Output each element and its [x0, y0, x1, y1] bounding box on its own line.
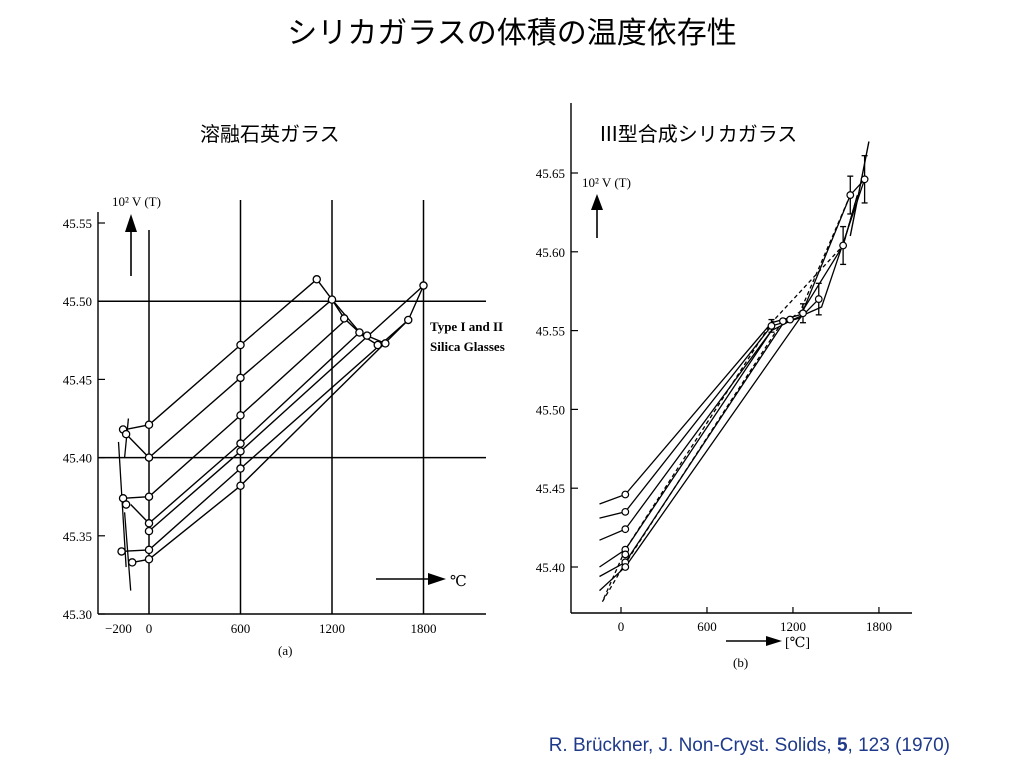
series-line: [123, 317, 348, 499]
y-tick-label: 45.60: [536, 245, 565, 260]
x-tick-label: 0: [618, 619, 625, 634]
series-line: [601, 194, 851, 603]
x-axis-label: ℃: [450, 574, 467, 590]
y-tick-label: 45.45: [63, 372, 92, 387]
data-point: [419, 281, 428, 290]
y-axis-arrowhead: [125, 214, 137, 232]
data-point: [767, 321, 776, 330]
series-line: [599, 194, 859, 505]
y-tick-label: 45.55: [63, 216, 92, 231]
data-point: [144, 545, 154, 555]
data-point: [621, 550, 630, 559]
data-point: [327, 295, 337, 304]
y-tick-label: 45.50: [63, 294, 92, 309]
data-point: [236, 340, 245, 350]
data-point: [236, 481, 245, 491]
data-point: [621, 525, 630, 534]
citation: R. Brückner, J. Non-Cryst. Solids, 5, 12…: [549, 735, 950, 757]
data-point: [121, 500, 131, 509]
series-line: [121, 319, 409, 553]
x-axis-label: [℃]: [785, 636, 810, 651]
data-point: [362, 331, 372, 340]
data-point: [779, 317, 787, 326]
annotation-line: Type I and II: [430, 319, 503, 334]
data-point: [339, 314, 349, 323]
y-axis-label: 10² V (T): [112, 194, 161, 209]
data-point: [144, 526, 154, 536]
annotation-line: Silica Glasses: [430, 339, 505, 354]
x-tick-label: 1800: [411, 621, 437, 636]
series-line: [123, 512, 132, 591]
y-axis-label: 10² V (T): [582, 175, 631, 190]
series-line: [599, 298, 820, 592]
y-tick-label: 45.55: [536, 324, 565, 339]
data-point: [799, 309, 807, 318]
series-line: [130, 331, 360, 525]
panel-label: (b): [733, 655, 748, 670]
data-point: [121, 429, 131, 439]
data-point: [144, 492, 154, 501]
citation-rest: , 123 (1970): [847, 735, 950, 756]
data-point: [839, 241, 848, 250]
data-point: [236, 411, 245, 420]
x-tick-label: 1200: [780, 619, 806, 634]
data-point: [127, 558, 137, 567]
data-point: [621, 507, 630, 516]
series-line: [599, 178, 866, 519]
x-tick-label: −200: [105, 621, 132, 636]
data-point: [144, 555, 154, 564]
y-tick-label: 45.40: [63, 451, 92, 466]
data-point: [786, 315, 794, 324]
data-point: [144, 420, 154, 430]
panel-label: (a): [278, 643, 292, 658]
left-panel-title: 溶融石英ガラス: [200, 122, 340, 146]
y-tick-label: 45.65: [536, 166, 565, 181]
citation-volume: 5: [836, 735, 848, 756]
slide-title: シリカガラスの体積の温度依存性: [287, 16, 737, 51]
data-point: [621, 490, 630, 499]
y-axis-arrowhead: [591, 194, 603, 210]
x-tick-label: 600: [697, 619, 717, 634]
data-point: [621, 563, 630, 571]
data-point: [117, 547, 126, 556]
right-panel-title: III型合成シリカガラス: [600, 122, 798, 146]
y-tick-label: 45.50: [536, 402, 565, 417]
data-point: [381, 339, 390, 348]
data-point: [355, 328, 364, 337]
series-line: [849, 141, 870, 237]
data-point: [814, 295, 823, 303]
y-tick-label: 45.40: [536, 560, 565, 575]
data-point: [403, 315, 413, 325]
data-point: [236, 464, 245, 473]
data-point: [144, 453, 154, 462]
y-tick-label: 45.45: [536, 481, 565, 496]
series-line: [599, 179, 866, 541]
x-tick-label: 1800: [866, 619, 892, 634]
data-point: [860, 175, 869, 184]
x-tick-label: 1200: [319, 621, 345, 636]
data-point: [373, 340, 382, 350]
data-point: [236, 447, 245, 456]
citation-authors: R. Brückner, J. Non-Cryst. Solids,: [548, 735, 837, 756]
x-tick-label: 600: [231, 621, 251, 636]
data-point: [846, 191, 855, 199]
y-tick-label: 45.35: [63, 529, 92, 544]
x-axis-arrowhead: [428, 573, 446, 585]
x-axis-arrowhead: [766, 636, 782, 646]
x-tick-label: 0: [146, 621, 153, 636]
data-point: [312, 275, 321, 284]
y-tick-label: 45.30: [63, 607, 92, 622]
data-point: [236, 373, 245, 383]
